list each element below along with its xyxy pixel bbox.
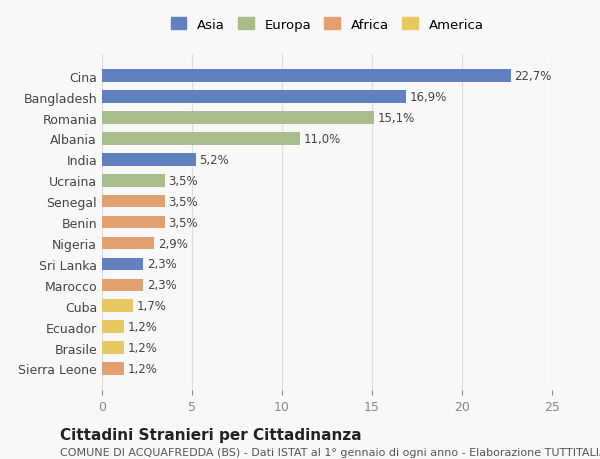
Bar [102, 300, 133, 312]
Bar [102, 258, 143, 271]
Bar [102, 70, 511, 83]
Text: 22,7%: 22,7% [514, 70, 551, 83]
Bar [102, 133, 300, 146]
Bar [102, 174, 165, 187]
Text: 11,0%: 11,0% [304, 133, 341, 146]
Bar [102, 91, 406, 104]
Legend: Asia, Europa, Africa, America: Asia, Europa, Africa, America [170, 18, 484, 32]
Text: 5,2%: 5,2% [199, 154, 229, 167]
Text: 1,2%: 1,2% [127, 362, 157, 375]
Bar [102, 154, 196, 166]
Text: 2,3%: 2,3% [147, 258, 177, 271]
Bar [102, 237, 154, 250]
Text: COMUNE DI ACQUAFREDDA (BS) - Dati ISTAT al 1° gennaio di ogni anno - Elaborazion: COMUNE DI ACQUAFREDDA (BS) - Dati ISTAT … [60, 448, 600, 458]
Text: 15,1%: 15,1% [377, 112, 415, 125]
Bar [102, 279, 143, 291]
Bar [102, 363, 124, 375]
Bar [102, 196, 165, 208]
Text: 3,5%: 3,5% [169, 216, 198, 229]
Text: 16,9%: 16,9% [410, 91, 447, 104]
Text: 1,2%: 1,2% [127, 341, 157, 354]
Bar [102, 341, 124, 354]
Text: 1,2%: 1,2% [127, 320, 157, 333]
Text: 1,7%: 1,7% [136, 300, 166, 313]
Text: 3,5%: 3,5% [169, 195, 198, 208]
Bar [102, 216, 165, 229]
Text: 2,9%: 2,9% [158, 237, 188, 250]
Bar [102, 321, 124, 333]
Text: 2,3%: 2,3% [147, 279, 177, 291]
Text: Cittadini Stranieri per Cittadinanza: Cittadini Stranieri per Cittadinanza [60, 427, 362, 442]
Bar [102, 112, 374, 124]
Text: 3,5%: 3,5% [169, 174, 198, 187]
